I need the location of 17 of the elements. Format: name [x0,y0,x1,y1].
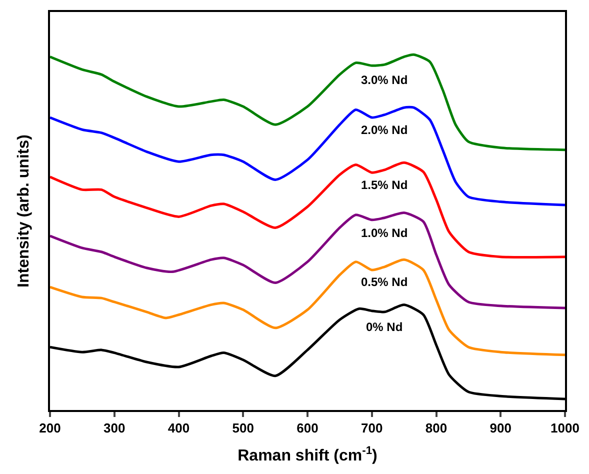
x-tick-label: 600 [296,420,318,436]
x-tick-label: 900 [490,420,512,436]
x-tick-label: 200 [39,420,61,436]
x-axis-title: Raman shift (cm$^{-1}$) [238,444,378,465]
x-tick-label: 400 [168,420,190,436]
x-tick-label: 800 [425,420,448,436]
series-label: 0% Nd [366,320,403,334]
series-label: 1.5% Nd [361,178,408,192]
series-label: 3.0% Nd [361,73,408,87]
x-tick-label: 300 [104,420,126,436]
x-tick-label: 500 [232,420,254,436]
series-label: 1.0% Nd [361,226,408,240]
y-axis-title: Intensity (arb. units) [16,134,33,288]
series-label: 2.0% Nd [361,123,408,137]
x-tick-label: 700 [361,420,383,436]
series-label: 0.5% Nd [361,275,408,289]
x-tick-label: 1000 [550,420,580,436]
